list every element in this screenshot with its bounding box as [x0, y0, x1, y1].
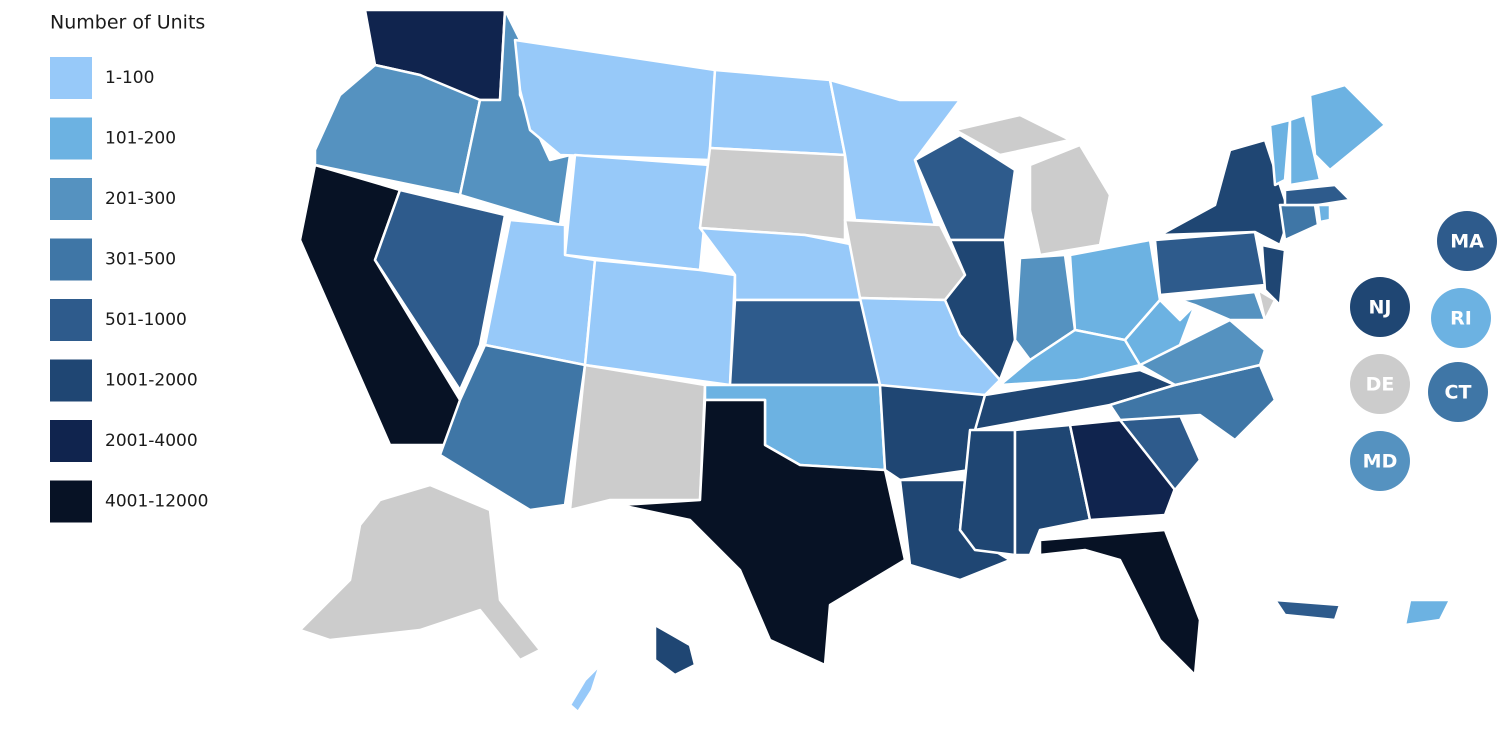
badge-label: MD	[1363, 451, 1398, 473]
state-region	[1316, 203, 1332, 224]
state-region	[728, 298, 882, 387]
legend-label: 1001-2000	[105, 371, 198, 391]
legend: 1-100 101-200 201-300 301-500 501-1000 1001-2…	[50, 57, 208, 523]
legend-swatch	[50, 299, 92, 341]
state-badge	[1437, 211, 1497, 271]
state-region	[953, 113, 1072, 157]
state-region	[568, 663, 602, 714]
state-region	[1256, 288, 1277, 322]
legend-swatch	[50, 359, 92, 402]
state-region	[1288, 113, 1322, 187]
state-region	[298, 483, 542, 662]
legend-label: 101-200	[105, 129, 176, 149]
state-region	[1308, 83, 1387, 172]
badge-label: NJ	[1369, 297, 1392, 319]
state-region	[1153, 230, 1267, 297]
state-region	[568, 363, 707, 512]
state-region	[1158, 138, 1292, 247]
legend-swatch	[50, 238, 92, 281]
legend-swatch	[50, 178, 92, 220]
legend-title: Number of Units	[50, 12, 205, 34]
state-region	[913, 133, 1017, 242]
state-region	[1028, 143, 1112, 257]
state-badge	[1350, 354, 1410, 414]
legend-label: 201-300	[105, 189, 176, 209]
badges: MA NJ RI DE CT MD	[1350, 211, 1497, 491]
state-region	[373, 188, 507, 392]
legend-label: 4001-12000	[105, 492, 208, 512]
state-region	[618, 398, 907, 667]
map	[298, 8, 1452, 714]
state-badge	[1428, 362, 1488, 422]
state-region	[563, 153, 712, 272]
state-badge	[1350, 277, 1410, 337]
state-badge	[1431, 288, 1491, 348]
legend-label: 2001-4000	[105, 431, 198, 451]
legend-label: 301-500	[105, 250, 176, 270]
legend-label: 501-1000	[105, 310, 187, 330]
state-region	[943, 238, 1017, 382]
state-region	[1283, 183, 1352, 207]
legend-label: 1-100	[105, 68, 154, 88]
state-region	[1178, 290, 1267, 322]
state-region	[1268, 118, 1292, 187]
state-region	[698, 146, 847, 242]
badge-label: CT	[1445, 382, 1472, 404]
legend-swatch	[50, 57, 92, 99]
legend-swatch	[50, 420, 92, 462]
state-region	[1038, 528, 1202, 677]
badge-label: DE	[1366, 374, 1395, 396]
state-region	[583, 258, 737, 387]
state-region	[1278, 203, 1320, 242]
badge-label: MA	[1450, 231, 1484, 253]
state-region	[1273, 598, 1342, 622]
state-region	[828, 78, 962, 227]
state-region	[1403, 598, 1452, 627]
legend-swatch	[50, 480, 92, 523]
state-region	[1068, 418, 1182, 522]
state-region	[653, 623, 697, 677]
state-region	[1260, 243, 1287, 307]
state-region	[958, 428, 1017, 557]
state-region	[708, 68, 847, 157]
state-region	[878, 383, 987, 482]
state-badge	[1350, 431, 1410, 491]
state-region	[513, 38, 717, 162]
badge-label: RI	[1450, 308, 1472, 330]
legend-swatch	[50, 117, 92, 160]
